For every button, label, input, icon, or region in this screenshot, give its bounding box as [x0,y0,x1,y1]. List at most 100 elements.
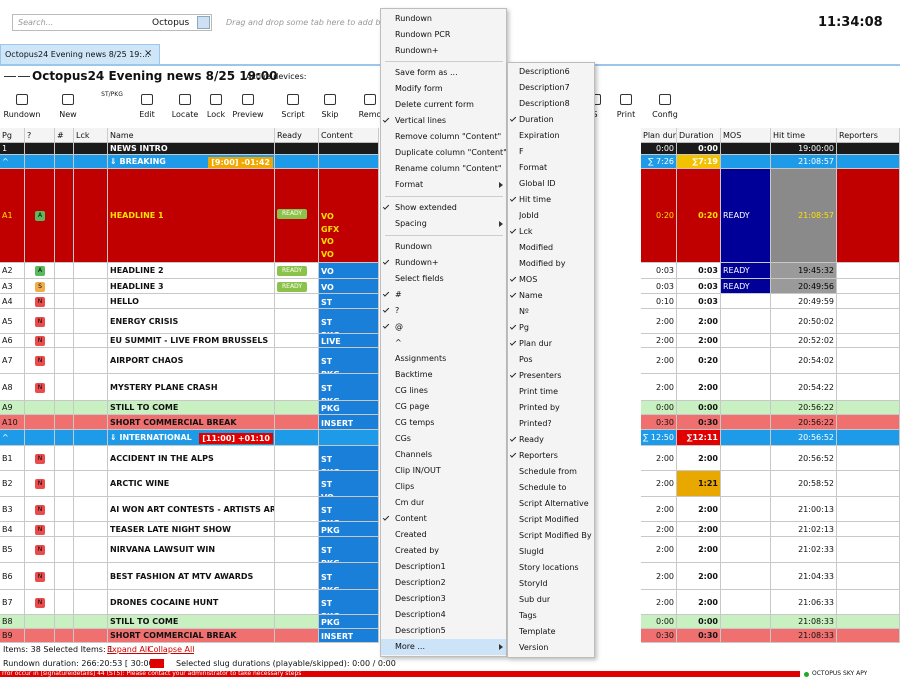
menu-item[interactable]: Format [508,160,594,176]
menu-item[interactable]: Description4 [381,607,506,623]
menu-item[interactable]: Presenters [508,368,594,384]
toolbar-icon[interactable] [620,94,632,105]
toolbar-icon[interactable] [324,94,336,105]
menu-item[interactable]: Duration [508,112,594,128]
menu-item[interactable]: Ready [508,432,594,448]
menu-item[interactable]: Save form as ... [381,65,506,81]
menu-item[interactable]: CG lines [381,383,506,399]
toolbar-label[interactable]: Config [652,110,678,119]
search-scope[interactable]: Octopus [152,18,190,28]
menu-item[interactable]: Rundown [381,239,506,255]
menu-item[interactable]: Description6 [508,64,594,80]
menu-item[interactable]: Expiration [508,128,594,144]
menu-item[interactable]: Hit time [508,192,594,208]
menu-item[interactable]: Description5 [381,623,506,639]
menu-item[interactable]: F [508,144,594,160]
menu-item[interactable]: Modified [508,240,594,256]
search-button[interactable] [197,16,210,29]
menu-item[interactable]: Channels [381,447,506,463]
menu-item[interactable]: Content [381,511,506,527]
menu-item[interactable]: Created [381,527,506,543]
menu-item[interactable]: Printed by [508,400,594,416]
menu-item[interactable]: SlugId [508,544,594,560]
menu-item[interactable]: Backtime [381,367,506,383]
menu-item[interactable]: Description8 [508,96,594,112]
toolbar-label[interactable]: Script [281,110,305,119]
menu-item[interactable]: Duplicate column "Content" [381,145,506,161]
toolbar-icon[interactable] [16,94,28,105]
menu-item[interactable]: Modified by [508,256,594,272]
menu-item[interactable]: Spacing [381,216,506,232]
menu-item[interactable]: Vertical lines [381,113,506,129]
back-arrow[interactable] [4,76,16,77]
toolbar-label[interactable]: Preview [232,110,264,119]
menu-item[interactable]: JobId [508,208,594,224]
menu-item[interactable]: Name [508,288,594,304]
menu-item[interactable]: CGs [381,431,506,447]
toolbar-icon[interactable] [179,94,191,105]
menu-item[interactable]: Version [508,640,594,656]
toolbar-icon[interactable] [364,94,376,105]
menu-item[interactable]: # [381,287,506,303]
menu-item[interactable]: Show extended [381,200,506,216]
menu-item[interactable]: Rename column "Content" [381,161,506,177]
menu-item[interactable]: Modify form [381,81,506,97]
menu-item[interactable]: Tags [508,608,594,624]
toolbar-icon[interactable] [287,94,299,105]
menu-item[interactable]: Rundown PCR [381,27,506,43]
toolbar-icon[interactable] [62,94,74,105]
toolbar-icon[interactable] [141,94,153,105]
menu-item[interactable]: Global ID [508,176,594,192]
menu-item[interactable]: Assignments [381,351,506,367]
menu-item[interactable]: Sub dur [508,592,594,608]
menu-item[interactable]: Clips [381,479,506,495]
fwd-arrow[interactable] [18,76,30,77]
menu-item[interactable]: Select fields [381,271,506,287]
menu-item[interactable]: Plan dur [508,336,594,352]
menu-item[interactable]: Delete current form [381,97,506,113]
toolbar-label[interactable]: Lock [206,110,226,119]
menu-item[interactable]: Script Modified By [508,528,594,544]
menu-item[interactable]: Pg [508,320,594,336]
menu-item[interactable]: Schedule from [508,464,594,480]
menu-item[interactable]: CG page [381,399,506,415]
toolbar-label[interactable]: New [59,110,77,119]
menu-item[interactable]: Format [381,177,506,193]
menu-item[interactable]: Created by [381,543,506,559]
menu-item[interactable]: CG temps [381,415,506,431]
menu-item[interactable]: Clip IN/OUT [381,463,506,479]
menu-item[interactable]: Print time [508,384,594,400]
menu-item[interactable]: Cm dur [381,495,506,511]
menu-item[interactable]: Nº [508,304,594,320]
menu-item[interactable]: @ [381,319,506,335]
toolbar-label[interactable]: Remo [358,110,382,119]
toolbar-icon[interactable] [210,94,222,105]
menu-item[interactable]: Lck [508,224,594,240]
toolbar-label[interactable]: Rundown [3,110,41,119]
toolbar-label[interactable]: Print [616,110,636,119]
menu-item[interactable]: Script Modified [508,512,594,528]
menu-item[interactable]: MOS [508,272,594,288]
menu-item[interactable]: Description3 [381,591,506,607]
toolbar-icon[interactable] [659,94,671,105]
tab[interactable]: Octopus24 Evening news 8/25 19:... × [0,44,160,65]
menu-item[interactable]: Rundown+ [381,43,506,59]
menu-item[interactable]: Printed? [508,416,594,432]
toolbar-label[interactable]: ST/PKG [101,91,123,98]
menu-item[interactable]: Description2 [381,575,506,591]
toolbar-label[interactable]: Locate [171,110,199,119]
menu-item[interactable]: Description1 [381,559,506,575]
menu-item[interactable]: Template [508,624,594,640]
menu-item[interactable]: Rundown [381,11,506,27]
search-box[interactable] [12,14,212,31]
menu-item[interactable]: Schedule to [508,480,594,496]
menu-item[interactable]: Remove column "Content" [381,129,506,145]
menu-item[interactable]: Script Alternative [508,496,594,512]
menu-item[interactable]: Description7 [508,80,594,96]
tab-close[interactable]: × [144,48,153,59]
collapse-all[interactable]: Collapse All [148,645,195,654]
menu-item[interactable]: ? [381,303,506,319]
menu-item[interactable]: Story locations [508,560,594,576]
menu-item[interactable]: Reporters [508,448,594,464]
menu-item[interactable]: More ... [381,639,506,655]
